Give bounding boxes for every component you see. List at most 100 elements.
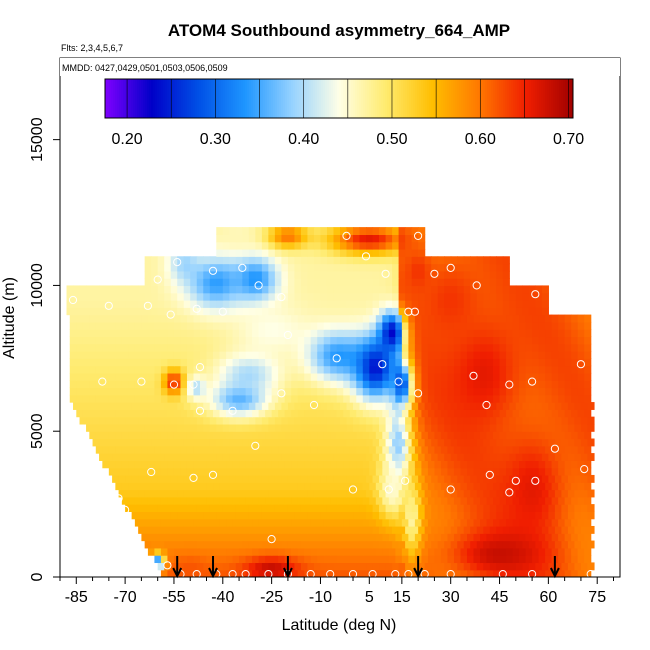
- heatmap-cell: [463, 285, 471, 294]
- heatmap-cell: [294, 423, 302, 432]
- heatmap-cell: [154, 372, 162, 381]
- heatmap-cell: [160, 321, 169, 330]
- heatmap-cell: [82, 336, 90, 345]
- heatmap-cell: [444, 278, 452, 287]
- heatmap-cell: [300, 256, 309, 265]
- heatmap-cell: [147, 445, 156, 454]
- heatmap-cell: [261, 511, 269, 520]
- colorbar-segment: [147, 79, 150, 118]
- heatmap-cell: [278, 409, 286, 418]
- heatmap-cell: [183, 525, 191, 534]
- heatmap-cell: [186, 482, 195, 491]
- heatmap-cell: [180, 321, 188, 330]
- heatmap-cell: [418, 438, 426, 447]
- heatmap-cell: [226, 496, 234, 505]
- heatmap-cell: [493, 555, 501, 564]
- heatmap-cell: [577, 343, 585, 352]
- heatmap-cell: [336, 394, 344, 403]
- heatmap-cell: [239, 569, 247, 577]
- heatmap-cell: [206, 321, 214, 330]
- heatmap-cell: [209, 292, 217, 301]
- heatmap-cell: [147, 394, 156, 403]
- heatmap-cell: [349, 387, 357, 396]
- heatmap-cell: [535, 300, 543, 308]
- heatmap-cell: [522, 300, 530, 308]
- heatmap-cell: [567, 416, 576, 425]
- heatmap-cell: [115, 387, 123, 396]
- heatmap-cell: [424, 540, 432, 549]
- heatmap-cell: [157, 292, 165, 301]
- heatmap-cell: [330, 380, 338, 389]
- heatmap-cell: [167, 358, 175, 367]
- heatmap-cell: [167, 351, 175, 359]
- x-tick-label: -85: [65, 589, 88, 606]
- heatmap-cell: [200, 555, 208, 564]
- heatmap-cell: [297, 431, 305, 440]
- heatmap-cell: [502, 278, 510, 287]
- heatmap-cell: [375, 387, 383, 396]
- heatmap-cell: [561, 416, 569, 425]
- heatmap-cell: [167, 482, 175, 491]
- heatmap-cell: [587, 525, 595, 534]
- heatmap-cell: [82, 343, 90, 352]
- heatmap-cell: [193, 343, 201, 352]
- colorbar-segment: [477, 79, 480, 118]
- heatmap-cell: [405, 263, 413, 272]
- heatmap-cell: [353, 227, 361, 235]
- heatmap-cell: [151, 474, 159, 483]
- heatmap-cell: [82, 409, 90, 418]
- heatmap-cell: [164, 263, 172, 272]
- heatmap-cell: [340, 540, 348, 549]
- heatmap-cell: [274, 402, 282, 410]
- heatmap-cell: [502, 453, 510, 461]
- heatmap-cell: [554, 423, 562, 432]
- heatmap-cell: [574, 402, 582, 410]
- heatmap-cell: [545, 380, 553, 389]
- heatmap-cell: [466, 336, 475, 345]
- heatmap-cell: [271, 387, 279, 396]
- heatmap-cell: [411, 227, 419, 235]
- heatmap-cell: [226, 569, 234, 577]
- heatmap-cell: [121, 321, 129, 330]
- heatmap-cell: [571, 496, 579, 505]
- heatmap-cell: [502, 300, 510, 308]
- heatmap-cell: [76, 314, 84, 323]
- heatmap-cell: [222, 511, 230, 520]
- colorbar-segment: [229, 79, 232, 118]
- heatmap-cell: [519, 555, 527, 564]
- observation-point: [309, 400, 319, 410]
- heatmap-cell: [196, 416, 204, 425]
- heatmap-cell: [252, 467, 260, 476]
- heatmap-cell: [382, 482, 390, 491]
- heatmap-cell: [535, 540, 543, 549]
- heatmap-cell: [515, 562, 523, 571]
- heatmap-cell: [89, 314, 97, 323]
- heatmap-cell: [245, 343, 253, 352]
- heatmap-cell: [437, 511, 445, 520]
- heatmap-cell: [206, 467, 214, 476]
- heatmap-cell: [340, 511, 348, 520]
- heatmap-cell: [584, 409, 592, 418]
- heatmap-cell: [252, 569, 260, 577]
- heatmap-cell: [493, 518, 501, 527]
- heatmap-cell: [219, 321, 227, 330]
- heatmap-cell: [313, 292, 322, 301]
- heatmap-cell: [414, 431, 422, 440]
- heatmap-cell: [408, 387, 416, 396]
- heatmap-cell: [434, 329, 442, 338]
- heatmap-cell: [82, 387, 90, 396]
- heatmap-cell: [532, 409, 540, 418]
- heatmap-cell: [336, 387, 344, 396]
- heatmap-cell: [388, 351, 396, 359]
- heatmap-cell: [499, 380, 507, 389]
- heatmap-cell: [336, 547, 344, 556]
- heatmap-cell: [248, 227, 256, 235]
- heatmap-cell: [362, 394, 370, 403]
- heatmap-cell: [333, 270, 341, 279]
- colorbar-segment: [219, 79, 222, 118]
- colorbar-segment: [107, 79, 110, 118]
- heatmap-cell: [457, 416, 465, 425]
- heatmap-cell: [323, 409, 331, 418]
- heatmap-cell: [242, 562, 250, 571]
- heatmap-cell: [102, 460, 110, 469]
